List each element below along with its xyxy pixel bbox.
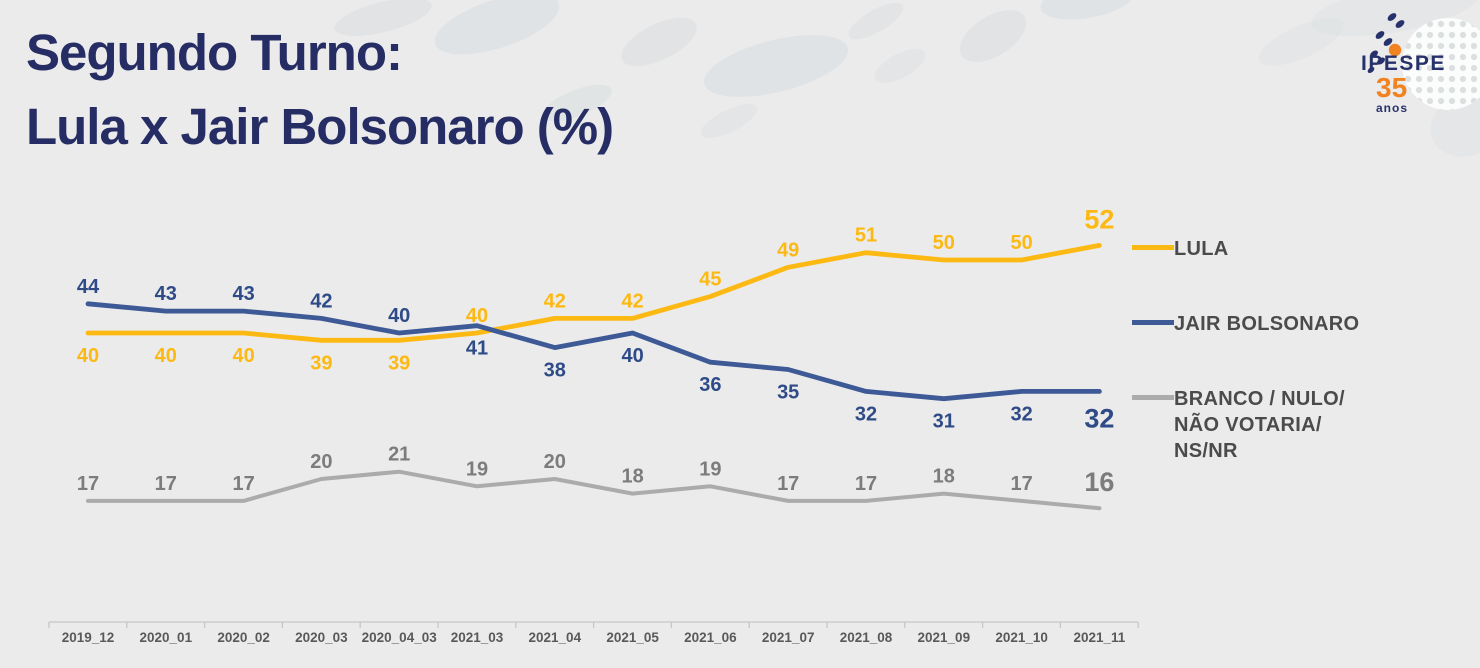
logo-name: IPESPE [1361, 52, 1446, 75]
jair-bolsonaro-data-label: 43 [232, 283, 254, 305]
jair-bolsonaro-data-label: 38 [544, 360, 566, 382]
globe-icon [1402, 18, 1480, 110]
branco-nulo-data-label: 17 [777, 473, 799, 495]
branco-nulo-data-label: 18 [621, 466, 643, 488]
jair-bolsonaro-data-label: 32 [1010, 403, 1032, 425]
legend-label-branco-nulo: BRANCO / NULO/ NÃO VOTARIA/ NS/NR [1174, 388, 1345, 462]
legend-label-lula: LULA [1174, 238, 1229, 260]
x-axis-label: 2021_07 [762, 630, 815, 645]
lula-data-label: 50 [933, 232, 955, 254]
x-axis-label: 2021_09 [918, 630, 971, 645]
page-title-line1: Segundo Turno: [26, 24, 403, 81]
legend-label-jair-bolsonaro: JAIR BOLSONARO [1174, 313, 1360, 335]
lula-data-label: 42 [621, 290, 643, 312]
lula-data-label: 39 [388, 352, 410, 374]
branco-nulo-line-swatch [1132, 395, 1174, 400]
x-axis-label: 2020_03 [295, 630, 348, 645]
x-axis-label: 2019_12 [62, 630, 115, 645]
lula-data-label: 40 [466, 305, 488, 327]
jair-bolsonaro-data-label: 31 [933, 411, 955, 433]
branco-nulo-data-label: 19 [699, 458, 721, 480]
branco-nulo-data-label: 20 [544, 451, 566, 473]
jair-bolsonaro-data-label: 42 [310, 290, 332, 312]
lula-data-label: 45 [699, 269, 721, 291]
legend-item-jair-bolsonaro: JAIR BOLSONARO [1132, 311, 1359, 337]
x-axis-label: 2020_04_03 [362, 630, 438, 645]
jair-bolsonaro-data-label: 43 [155, 283, 177, 305]
branco-nulo-data-label: 17 [1010, 473, 1032, 495]
branco-nulo-data-label: 21 [388, 444, 410, 466]
jair-bolsonaro-line-swatch [1132, 320, 1174, 325]
x-axis-label: 2021_06 [684, 630, 737, 645]
x-axis-label: 2021_03 [451, 630, 504, 645]
logo-anniversary-label: anos [1376, 101, 1409, 115]
lula-data-label: 42 [544, 290, 566, 312]
lula-data-label: 39 [310, 352, 332, 374]
x-axis-label: 2020_02 [217, 630, 270, 645]
jair-bolsonaro-data-label: 36 [699, 374, 721, 396]
branco-nulo-data-label: 18 [933, 466, 955, 488]
jair-bolsonaro-data-label: 32 [1084, 403, 1114, 433]
lula-data-label: 40 [232, 345, 254, 367]
lula-data-label: 50 [1010, 232, 1032, 254]
branco-nulo-data-label: 17 [77, 473, 99, 495]
lula-data-label: 40 [155, 345, 177, 367]
branco-nulo-data-label: 17 [855, 473, 877, 495]
x-axis-label: 2021_08 [840, 630, 893, 645]
lula-data-label: 52 [1084, 204, 1114, 234]
branco-nulo-data-label: 19 [466, 458, 488, 480]
lula-data-label: 51 [855, 225, 877, 247]
jair-bolsonaro-data-label: 40 [621, 345, 643, 367]
jair-bolsonaro-data-label: 41 [466, 338, 488, 360]
page-title-line2: Lula x Jair Bolsonaro (%) [26, 98, 614, 155]
jair-bolsonaro-data-label: 35 [777, 382, 799, 404]
legend-item-branco-nulo: BRANCO / NULO/ NÃO VOTARIA/ NS/NR [1132, 386, 1345, 464]
branco-nulo-line [86, 469, 1102, 511]
jair-bolsonaro-line [85, 301, 1102, 402]
ipespe-logo: IPESPE 35 anos [1352, 2, 1480, 134]
page-title: Segundo Turno: Lula x Jair Bolsonaro (%) [26, 16, 614, 164]
x-axis-label: 2021_11 [1073, 630, 1125, 645]
logo-anniversary-number: 35 [1376, 72, 1408, 103]
branco-nulo-data-label: 17 [232, 473, 254, 495]
dots-swoosh-icon [1367, 13, 1405, 74]
legend-item-lula: LULA [1132, 236, 1229, 262]
branco-nulo-data-label: 16 [1084, 467, 1114, 497]
x-axis-label: 2021_10 [995, 630, 1048, 645]
lula-data-label: 49 [777, 239, 799, 261]
jair-bolsonaro-data-label: 40 [388, 305, 410, 327]
lula-data-label: 40 [77, 345, 99, 367]
branco-nulo-data-label: 17 [155, 473, 177, 495]
x-axis-label: 2021_05 [606, 630, 659, 645]
branco-nulo-data-label: 20 [310, 451, 332, 473]
x-axis-label: 2021_04 [529, 630, 582, 645]
chart-legend: LULA JAIR BOLSONARO BRANCO / NULO/ NÃO V… [1132, 0, 1392, 668]
x-axis-label: 2020_01 [140, 630, 193, 645]
lula-line-swatch [1132, 245, 1174, 250]
lula-line [85, 242, 1102, 343]
jair-bolsonaro-data-label: 44 [77, 276, 100, 298]
jair-bolsonaro-data-label: 32 [855, 403, 877, 425]
